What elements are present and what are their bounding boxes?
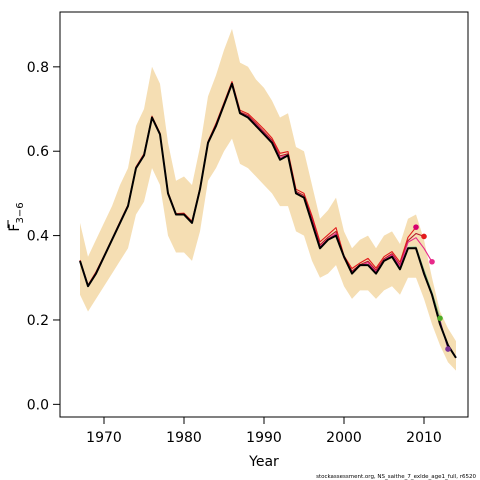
end-point-3 <box>429 258 435 265</box>
end-point-4 <box>437 315 443 322</box>
y-axis: 0.0 0.2 0.4 0.6 0.8 <box>27 60 61 413</box>
end-points-layer <box>413 224 451 352</box>
y-tick-label: 0.8 <box>27 60 49 76</box>
y-axis-title-base: F <box>7 224 23 232</box>
y-tick-label: 0.6 <box>27 144 49 160</box>
x-tick-label: 1980 <box>166 430 202 446</box>
confidence-band <box>80 28 456 371</box>
series-lines-layer <box>79 81 457 359</box>
end-point-2 <box>421 233 427 240</box>
y-tick-label: 0.2 <box>27 313 49 329</box>
series-line-main <box>79 82 457 359</box>
y-tick-label: 0.0 <box>27 397 49 413</box>
y-axis-title: F3−6 <box>7 202 26 231</box>
confidence-band-layer <box>80 28 456 371</box>
footnote: stockassessment.org, NS_saithe_7_exlde_a… <box>316 474 476 480</box>
x-axis: 1970 1980 1990 2000 2010 <box>86 416 442 446</box>
x-tick-label: 2010 <box>406 430 442 446</box>
x-tick-label: 1990 <box>246 430 282 446</box>
end-point-1 <box>413 224 419 230</box>
y-tick-label: 0.4 <box>27 229 49 245</box>
x-tick-label: 1970 <box>86 430 122 446</box>
x-tick-label: 2000 <box>326 430 362 446</box>
svg-text:F3−6: F3−6 <box>7 202 26 231</box>
x-axis-title: Year <box>248 454 279 470</box>
end-point-5 <box>445 346 451 352</box>
y-axis-title-subscript: 3−6 <box>15 202 26 223</box>
